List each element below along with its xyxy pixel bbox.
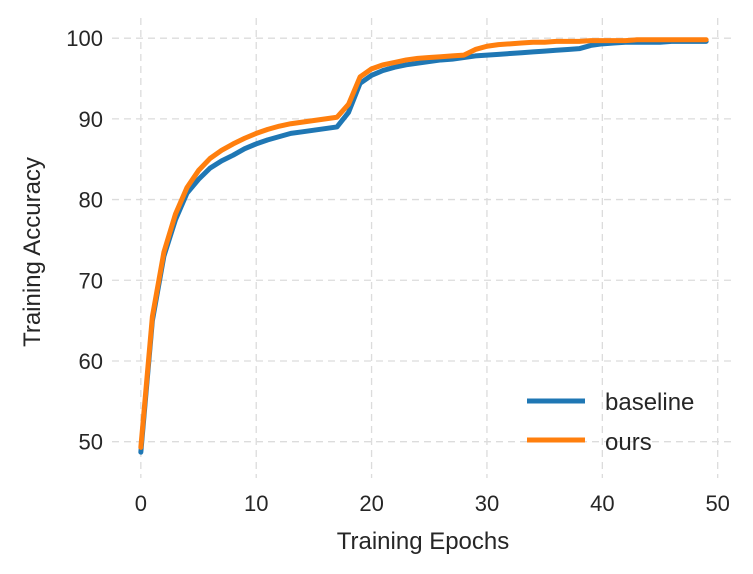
y-tick-label-90: 90 — [79, 107, 103, 132]
y-tick-label-50: 50 — [79, 430, 103, 455]
y-axis-label: Training Accuracy — [19, 157, 46, 347]
series-line-baseline — [138, 38, 709, 455]
y-tick-label-100: 100 — [66, 26, 103, 51]
x-tick-label-20: 20 — [359, 491, 383, 516]
x-axis-label: Training Epochs — [337, 528, 510, 555]
x-tick-label-40: 40 — [590, 491, 614, 516]
y-tick-labels: 50 60 70 80 90 100 — [66, 26, 103, 455]
legend: baseline ours — [527, 389, 694, 456]
grid-horizontal — [112, 37, 735, 443]
x-tick-label-50: 50 — [705, 491, 729, 516]
grid-vertical — [140, 18, 719, 478]
x-tick-label-10: 10 — [244, 491, 268, 516]
x-tick-label-0: 0 — [135, 491, 147, 516]
x-tick-labels: 0 10 20 30 40 50 — [135, 491, 730, 516]
series-line-ours — [138, 37, 709, 450]
x-tick-label-30: 30 — [475, 491, 499, 516]
legend-label-ours: ours — [605, 429, 652, 456]
series-lines — [138, 37, 709, 455]
legend-label-baseline: baseline — [605, 389, 694, 416]
y-tick-label-70: 70 — [79, 268, 103, 293]
y-tick-label-60: 60 — [79, 349, 103, 374]
y-tick-label-80: 80 — [79, 188, 103, 213]
